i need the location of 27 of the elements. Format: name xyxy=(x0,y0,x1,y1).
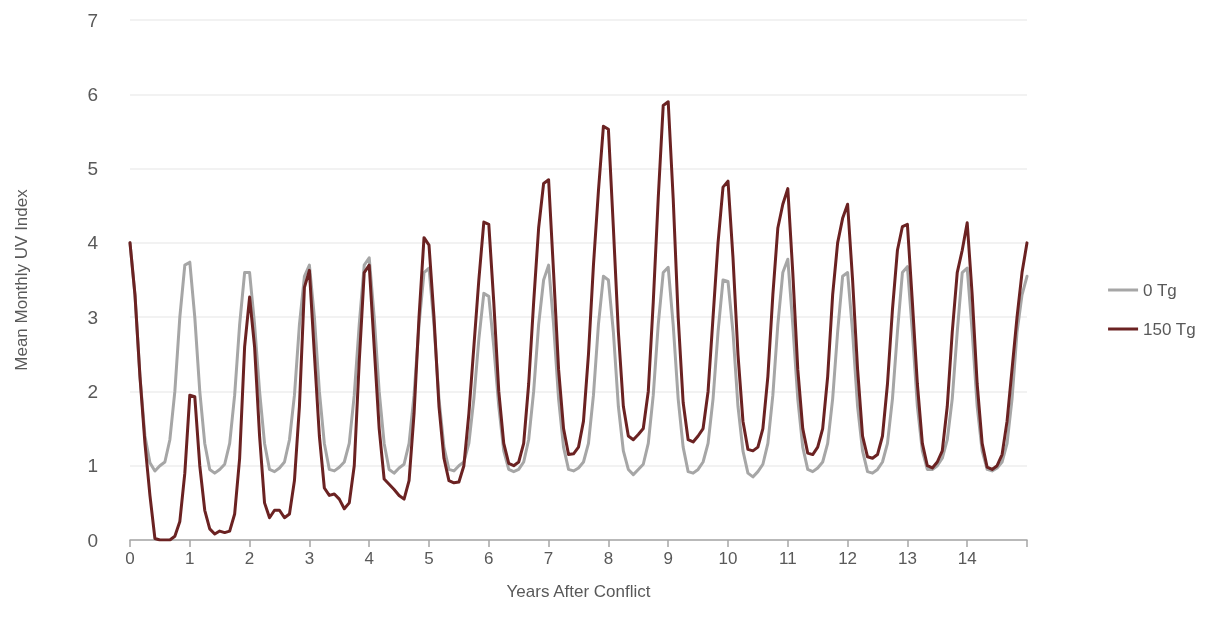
x-tick-label: 7 xyxy=(543,549,554,568)
y-axis-title: Mean Monthly UV Index xyxy=(12,188,31,371)
y-tick-label: 4 xyxy=(87,232,99,254)
x-tick-label: 14 xyxy=(957,549,977,568)
y-tick-label: 5 xyxy=(87,158,98,180)
x-tick-label: 2 xyxy=(244,549,255,568)
x-tick-label: 13 xyxy=(897,549,917,568)
x-tick-label: 6 xyxy=(484,549,494,568)
y-tick-label: 3 xyxy=(87,306,98,328)
y-tick-label: 6 xyxy=(87,83,98,105)
x-tick-label: 1 xyxy=(185,549,195,568)
x-axis-title: Years After Conflict xyxy=(506,582,651,601)
x-tick-label: 3 xyxy=(304,549,315,568)
x-tick-label: 12 xyxy=(838,549,858,568)
x-tick-label: 8 xyxy=(603,549,614,568)
legend-label: 150 Tg xyxy=(1143,319,1196,339)
x-tick-label: 5 xyxy=(424,549,434,568)
x-tick-label: 10 xyxy=(718,549,738,568)
x-tick-label: 0 xyxy=(125,549,135,568)
y-tick-label: 2 xyxy=(87,380,98,402)
x-tick-label: 4 xyxy=(364,549,374,568)
x-tick-label: 11 xyxy=(778,549,797,568)
y-tick-label: 1 xyxy=(87,455,98,477)
x-tick-label: 9 xyxy=(663,549,673,568)
y-tick-label: 0 xyxy=(87,529,98,551)
legend-label: 0 Tg xyxy=(1143,280,1177,300)
y-tick-label: 7 xyxy=(87,9,98,31)
